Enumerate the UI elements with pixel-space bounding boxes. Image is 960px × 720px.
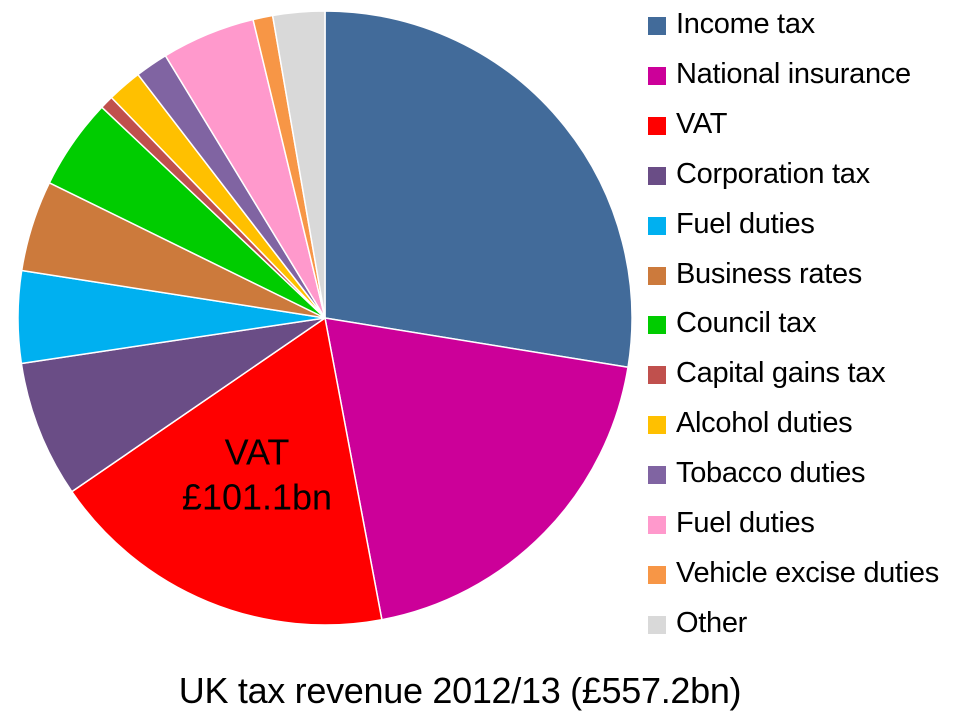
- legend-label: National insurance: [676, 57, 911, 90]
- data-label-vat: VAT £101.1bn: [182, 432, 332, 518]
- legend-item-fuel-duties: Fuel duties: [648, 207, 958, 240]
- legend-swatch: [648, 166, 666, 185]
- legend-label: Tobacco duties: [676, 457, 866, 490]
- legend-label: Vehicle excise duties: [676, 556, 939, 589]
- legend-swatch: [648, 516, 666, 534]
- legend-swatch: [648, 17, 666, 35]
- chart-title: UK tax revenue 2012/13 (£557.2bn): [178, 670, 742, 711]
- legend-item-vat: VAT: [648, 107, 958, 140]
- legend-item-capital-gains-tax: Capital gains tax: [648, 357, 958, 390]
- legend-item-national-insurance: National insurance: [648, 57, 958, 90]
- pie-slice-vat-2: [70, 316, 383, 626]
- legend-item-alcohol-duties: Alcohol duties: [648, 407, 958, 440]
- legend-label: VAT: [676, 107, 728, 140]
- pie-slice-income-tax-0: [324, 10, 633, 369]
- legend-label: Council tax: [676, 307, 817, 340]
- legend-swatch: [648, 316, 666, 335]
- legend-label: Corporation tax: [676, 157, 870, 190]
- legend-swatch: [648, 466, 666, 485]
- legend-item-business-rates: Business rates: [648, 257, 958, 290]
- legend-swatch: [648, 66, 666, 85]
- legend-swatch: [648, 266, 666, 285]
- legend-item-council-tax: Council tax: [648, 307, 958, 340]
- legend-item-income-tax: Income tax: [648, 8, 958, 40]
- pie-slice-other-12: [271, 10, 326, 319]
- legend-label: Business rates: [676, 257, 862, 290]
- legend-label: Fuel duties: [676, 207, 815, 240]
- legend-item-vehicle-excise-duties: Vehicle excise duties: [648, 556, 958, 589]
- legend-swatch: [648, 366, 666, 385]
- legend-item-corporation-tax: Corporation tax: [648, 157, 958, 190]
- legend-label: Other: [676, 606, 748, 639]
- legend-swatch: [648, 216, 666, 235]
- legend-item-tobacco-duties: Tobacco duties: [648, 457, 958, 490]
- legend-label: Alcohol duties: [676, 407, 853, 440]
- legend-swatch: [648, 615, 666, 634]
- pie-slice-national-insurance-1: [324, 317, 629, 621]
- legend-swatch: [648, 565, 666, 584]
- data-label-line: VAT: [225, 432, 290, 473]
- legend-label: Income tax: [676, 8, 815, 40]
- legend-item-fuel-duties: Fuel duties: [648, 507, 958, 539]
- legend-swatch: [648, 116, 666, 135]
- legend-swatch: [648, 416, 666, 435]
- legend-label: Fuel duties: [676, 507, 815, 539]
- data-label-line: £101.1bn: [182, 477, 332, 518]
- pie-slice-corporation-tax-3: [20, 317, 326, 493]
- legend-label: Capital gains tax: [676, 357, 886, 390]
- legend-item-other: Other: [648, 606, 958, 639]
